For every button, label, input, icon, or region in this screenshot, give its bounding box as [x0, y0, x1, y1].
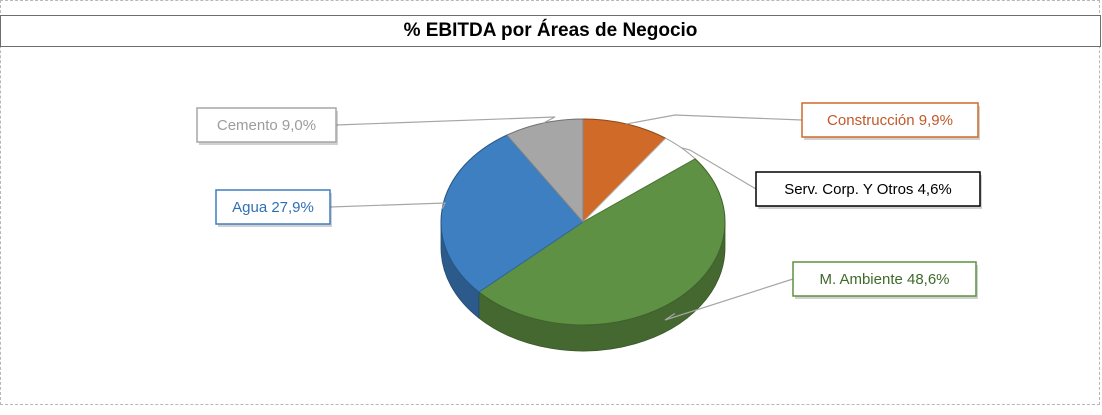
label-box — [215, 189, 331, 225]
leader-line — [681, 147, 757, 190]
label-box — [196, 107, 337, 143]
data-label: Construcción 9,9% — [827, 112, 953, 129]
leader-line — [664, 278, 794, 321]
pie-labels: Construcción 9,9% Serv. Corp. Y Otros 4,6… — [196, 102, 982, 321]
pie-top — [440, 118, 726, 326]
pie-rim — [440, 118, 726, 326]
chart-title-bar: % EBITDA por Áreas de Negocio — [0, 15, 1101, 47]
label-box — [801, 102, 979, 138]
pie-slice-cemento — [506, 118, 584, 224]
label-box — [755, 171, 981, 207]
leader-line — [626, 114, 803, 125]
data-label: Cemento 9,0% — [217, 117, 316, 134]
leader-line — [335, 116, 556, 126]
data-label: Serv. Corp. Y Otros 4,6% — [784, 181, 952, 198]
data-label: M. Ambiente 48,6% — [819, 271, 949, 288]
chart-title: % EBITDA por Áreas de Negocio — [403, 20, 698, 41]
chart-frame — [0, 0, 1100, 405]
data-label: Agua 27,9% — [232, 199, 314, 216]
pie-slice-construcci-n — [582, 118, 667, 224]
pie-slice-m-ambiente — [478, 158, 726, 326]
label-box — [792, 261, 977, 297]
pie-chart: Construcción 9,9% Serv. Corp. Y Otros 4,6… — [196, 102, 982, 352]
leader-line — [329, 202, 446, 210]
